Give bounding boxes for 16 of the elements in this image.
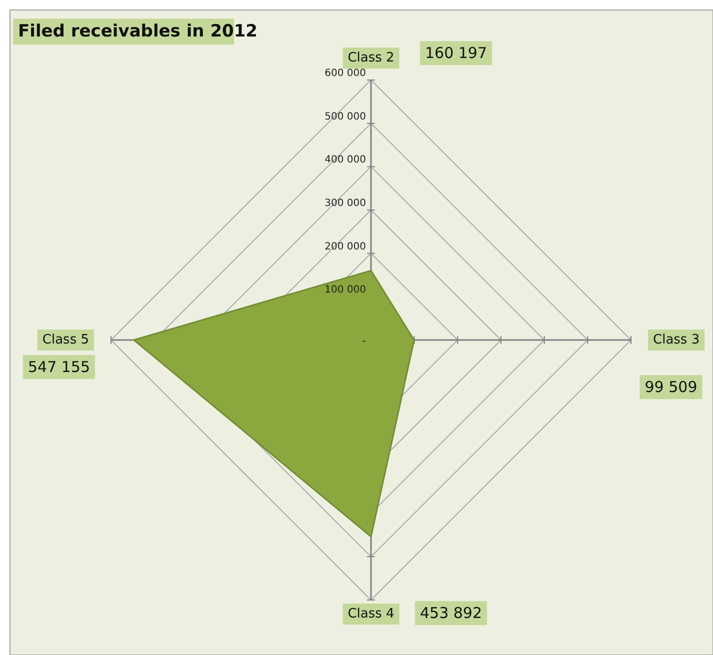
y-tick-label: - bbox=[362, 336, 366, 347]
spoke-label: Class 5 bbox=[42, 332, 89, 348]
spoke-label: Class 3 bbox=[653, 332, 700, 348]
y-tick-label: 500 000 bbox=[324, 111, 366, 122]
y-tick-label: 400 000 bbox=[324, 154, 366, 166]
y-tick-label: 600 000 bbox=[324, 68, 366, 79]
y-tick-label: 300 000 bbox=[324, 198, 366, 209]
text: 99 509 bbox=[644, 378, 698, 396]
spoke-label: Class 2 bbox=[348, 50, 394, 66]
text: 160 197 bbox=[424, 44, 488, 62]
y-tick-label: 100 000 bbox=[324, 284, 366, 296]
spoke-label: Class 4 bbox=[348, 606, 394, 622]
text: 453 892 bbox=[420, 604, 482, 622]
y-tick-label: 200 000 bbox=[324, 241, 366, 252]
chart-title: Filed receivables in 2012 bbox=[18, 22, 258, 42]
text: 547 155 bbox=[28, 358, 90, 376]
